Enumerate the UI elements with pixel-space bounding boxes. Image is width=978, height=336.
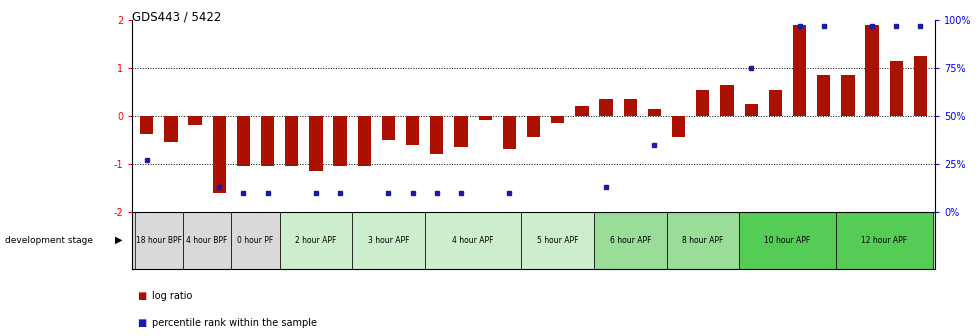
Bar	[424, 212, 521, 269]
Text: 4 hour APF: 4 hour APF	[452, 236, 493, 245]
Bar	[381, 116, 395, 140]
Text: ■: ■	[137, 291, 146, 301]
Bar	[237, 116, 249, 166]
Bar	[738, 212, 835, 269]
Text: 6 hour APF: 6 hour APF	[609, 236, 650, 245]
Bar	[352, 212, 424, 269]
Bar	[551, 116, 563, 123]
Bar	[309, 116, 323, 171]
Bar	[671, 116, 685, 137]
Bar	[840, 75, 854, 116]
Bar	[666, 212, 738, 269]
Bar	[212, 116, 226, 193]
Bar	[261, 116, 274, 166]
Text: log ratio: log ratio	[152, 291, 192, 301]
Bar	[134, 212, 183, 269]
Text: 5 hour APF: 5 hour APF	[537, 236, 578, 245]
Text: 4 hour BPF: 4 hour BPF	[186, 236, 228, 245]
Bar	[503, 116, 515, 150]
Bar	[912, 56, 926, 116]
Bar	[768, 90, 781, 116]
Text: 18 hour BPF: 18 hour BPF	[136, 236, 182, 245]
Bar	[792, 25, 805, 116]
Text: ▶: ▶	[114, 235, 122, 245]
Bar	[599, 99, 612, 116]
Bar	[188, 116, 201, 126]
Bar	[285, 116, 298, 166]
Bar	[357, 116, 371, 166]
Bar	[575, 107, 588, 116]
Text: 8 hour APF: 8 hour APF	[682, 236, 723, 245]
Bar	[889, 61, 902, 116]
Bar	[478, 116, 491, 120]
Bar	[280, 212, 352, 269]
Bar	[526, 116, 540, 137]
Bar	[429, 116, 443, 154]
Bar	[865, 25, 878, 116]
Bar	[835, 212, 932, 269]
Text: development stage: development stage	[5, 236, 93, 245]
Bar	[623, 99, 637, 116]
Bar	[720, 85, 733, 116]
Text: 2 hour APF: 2 hour APF	[295, 236, 336, 245]
Text: percentile rank within the sample: percentile rank within the sample	[152, 318, 317, 328]
Bar	[647, 109, 660, 116]
Text: ■: ■	[137, 318, 146, 328]
Bar	[333, 116, 346, 166]
Bar	[164, 116, 177, 142]
Text: GDS443 / 5422: GDS443 / 5422	[132, 10, 221, 23]
Text: 3 hour APF: 3 hour APF	[368, 236, 409, 245]
Bar	[231, 212, 280, 269]
Text: 0 hour PF: 0 hour PF	[237, 236, 273, 245]
Bar	[183, 212, 231, 269]
Text: 12 hour APF: 12 hour APF	[861, 236, 907, 245]
Text: 10 hour APF: 10 hour APF	[764, 236, 810, 245]
Bar	[521, 212, 594, 269]
Bar	[594, 212, 666, 269]
Bar	[817, 75, 829, 116]
Bar	[140, 116, 154, 134]
Bar	[406, 116, 419, 145]
Bar	[743, 104, 757, 116]
Bar	[695, 90, 709, 116]
Bar	[454, 116, 467, 147]
